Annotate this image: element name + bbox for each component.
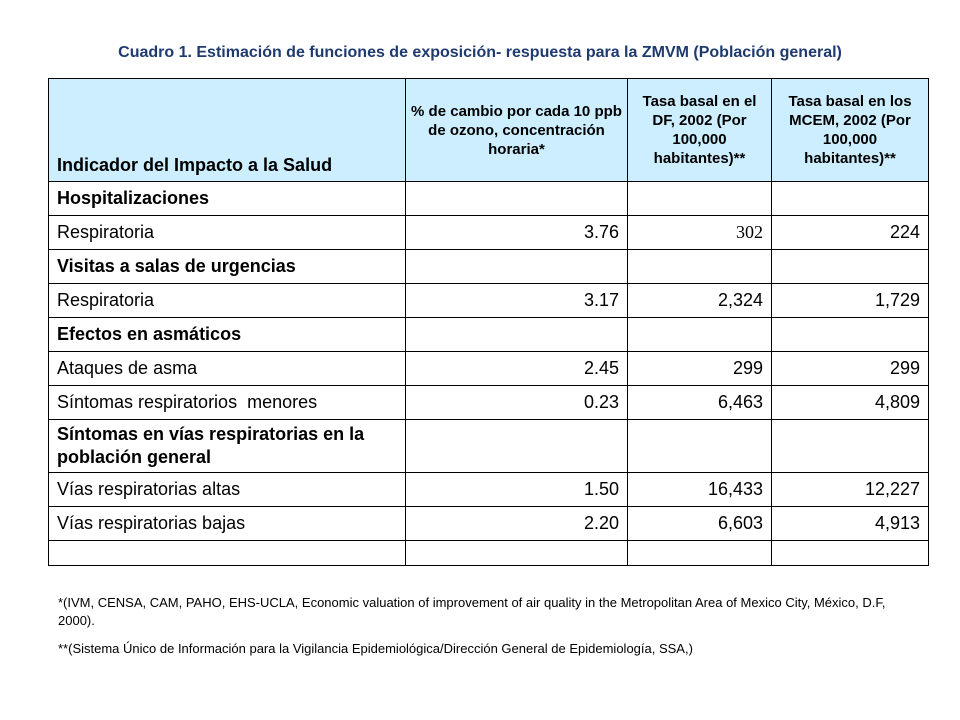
table-row: Ataques de asma 2.45 299 299 [48,351,929,386]
cell-pct [405,540,628,566]
cell-mcem: 4,809 [771,385,929,420]
header-indicador: Indicador del Impacto a la Salud [48,78,406,182]
cell-pct [405,181,628,216]
table-row: Síntomas en vías respiratorias en la pob… [48,419,929,473]
table-row: Vías respiratorias bajas 2.20 6,603 4,91… [48,506,929,541]
cell-pct: 1.50 [405,472,628,507]
cell-mcem [771,317,929,352]
cell-pct: 3.17 [405,283,628,318]
cell-mcem: 299 [771,351,929,386]
cell-mcem [771,419,929,473]
cell-mcem: 4,913 [771,506,929,541]
table-row: Respiratoria 3.76 302 224 [48,215,929,250]
cell-pct [405,317,628,352]
cell-df: 16,433 [627,472,772,507]
row-label: Vías respiratorias bajas [48,506,406,541]
table-row: Visitas a salas de urgencias [48,249,929,284]
row-label: Hospitalizaciones [48,181,406,216]
header-row: Indicador del Impacto a la Salud % de ca… [48,78,929,182]
cell-mcem: 1,729 [771,283,929,318]
cell-pct [405,249,628,284]
cell-pct: 3.76 [405,215,628,250]
row-label: Vías respiratorias altas [48,472,406,507]
header-rate-mcem: Tasa basal en los MCEM, 2002 (Por 100,00… [771,78,929,182]
cell-df: 6,463 [627,385,772,420]
header-pct-change: % de cambio por cada 10 ppb de ozono, co… [405,78,628,182]
cell-pct: 0.23 [405,385,628,420]
row-label: Efectos en asmáticos [48,317,406,352]
row-label: Respiratoria [48,283,406,318]
row-label: Visitas a salas de urgencias [48,249,406,284]
cell-df: 2,324 [627,283,772,318]
table-row: Efectos en asmáticos [48,317,929,352]
cell-df: 302 [627,215,772,250]
cell-df: 299 [627,351,772,386]
footnote-source-ivm: *(IVM, CENSA, CAM, PAHO, EHS-UCLA, Econo… [58,595,886,628]
table-row [48,540,929,566]
cell-df [627,249,772,284]
table-row: Vías respiratorias altas 1.50 16,433 12,… [48,472,929,507]
cell-df [627,317,772,352]
header-rate-df: Tasa basal en el DF, 2002 (Por 100,000 h… [627,78,772,182]
cell-mcem [771,249,929,284]
cell-pct: 2.45 [405,351,628,386]
row-label [48,540,406,566]
cell-df [627,181,772,216]
row-label: Síntomas respiratorios menores [48,385,406,420]
table-row: Síntomas respiratorios menores 0.23 6,46… [48,385,929,420]
row-label: Respiratoria [48,215,406,250]
cell-df: 6,603 [627,506,772,541]
health-impact-table: Indicador del Impacto a la Salud % de ca… [48,78,929,566]
cell-df [627,419,772,473]
table-caption: Cuadro 1. Estimación de funciones de exp… [118,44,842,61]
footnote-source-suive: **(Sistema Único de Información para la … [58,641,693,656]
table-row: Respiratoria 3.17 2,324 1,729 [48,283,929,318]
table-row: Hospitalizaciones [48,181,929,216]
row-label: Ataques de asma [48,351,406,386]
cell-mcem: 12,227 [771,472,929,507]
cell-mcem [771,540,929,566]
cell-pct: 2.20 [405,506,628,541]
cell-df [627,540,772,566]
cell-mcem: 224 [771,215,929,250]
cell-mcem [771,181,929,216]
row-label: Síntomas en vías respiratorias en la pob… [48,419,406,473]
cell-pct [405,419,628,473]
